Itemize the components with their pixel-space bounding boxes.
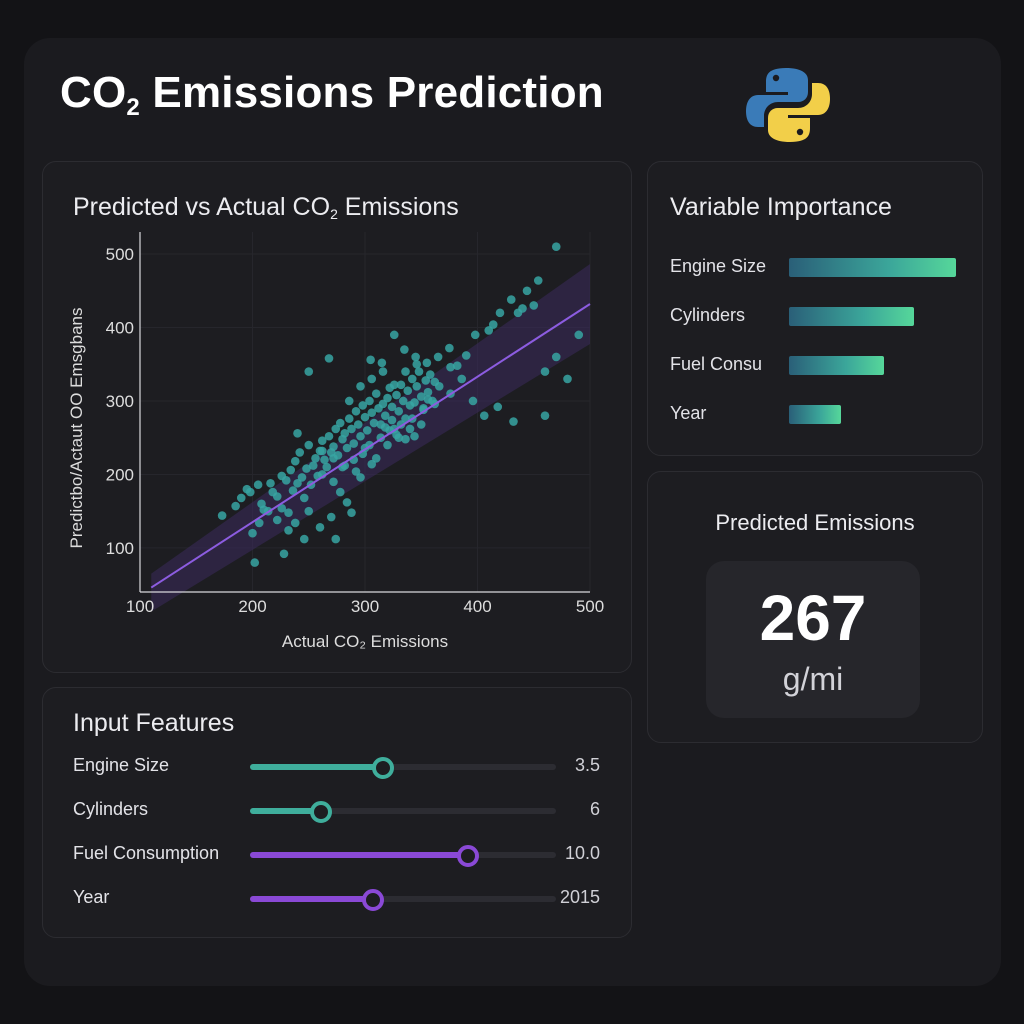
importance-label: Cylinders [670, 305, 746, 325]
slider-fill [250, 896, 373, 902]
feature-value: 3.5 [574, 755, 600, 775]
scatter-chart-card: Predicted vs Actual CO2 Emissions [42, 161, 632, 673]
slider-fill [250, 764, 382, 770]
feature-slider[interactable] [250, 889, 556, 911]
feature-label: Fuel Consumption [73, 843, 220, 863]
feature-value: 2015 [559, 887, 600, 907]
prediction-value-box: 267 g/mi [706, 561, 920, 718]
python-logo-icon [746, 68, 830, 142]
slider-thumb[interactable] [457, 845, 480, 867]
slider-thumb[interactable] [362, 889, 385, 911]
slider-thumb[interactable] [310, 801, 333, 823]
slider-thumb[interactable] [371, 757, 394, 779]
scatter-chart-title: Predicted vs Actual CO2 Emissions [73, 193, 459, 222]
slider-fill [250, 808, 321, 814]
importance-bar [789, 405, 841, 424]
input-features-title: Input Features [73, 709, 235, 737]
importance-label: Engine Size [670, 256, 767, 276]
importance-label: Year [670, 403, 707, 423]
feature-label: Cylinders [73, 799, 149, 819]
feature-slider[interactable] [250, 801, 556, 823]
feature-label: Year [73, 887, 110, 907]
importance-label: Fuel Consu [670, 354, 763, 374]
prediction-value: 267 [759, 582, 867, 654]
importance-bar [789, 356, 884, 375]
importance-bar [789, 307, 914, 326]
slider-fill [250, 852, 468, 858]
feature-value: 6 [589, 799, 600, 819]
prediction-title: Predicted Emissions [715, 510, 915, 535]
feature-slider[interactable] [250, 845, 556, 867]
prediction-unit: g/mi [782, 661, 844, 697]
importance-title: Variable Importance [670, 193, 892, 221]
feature-value: 10.0 [564, 843, 600, 863]
page-title: CO2 Emissions Prediction [60, 68, 604, 121]
feature-label: Engine Size [73, 755, 170, 775]
importance-bar [789, 258, 956, 277]
feature-slider[interactable] [250, 757, 556, 779]
